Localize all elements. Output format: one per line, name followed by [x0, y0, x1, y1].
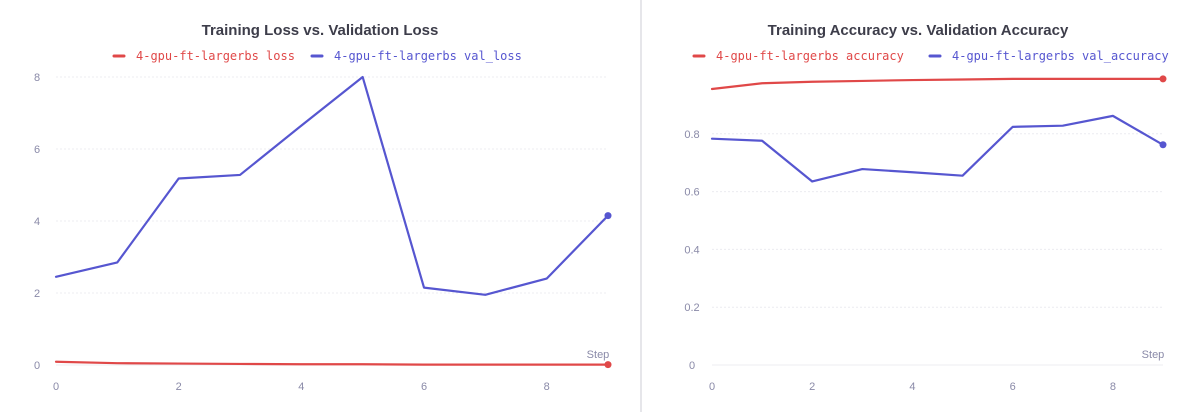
series-line	[54, 75, 610, 296]
loss-chart-panel: Training Loss vs. Validation Loss 4-gpu-…	[34, 22, 612, 393]
x-tick-label: 8	[1110, 381, 1116, 393]
legend-entry: 4-gpu-ft-largerbs loss	[136, 49, 295, 63]
y-tick-label: 0.8	[684, 129, 699, 141]
y-tick-label: 8	[34, 72, 40, 84]
x-tick-label: 0	[53, 381, 59, 393]
x-tick-label: 4	[909, 381, 915, 393]
series-end-point	[604, 212, 612, 220]
loss-chart: 4-gpu-ft-largerbs loss 4-gpu-ft-largerbs …	[34, 49, 612, 393]
x-tick-label: 0	[709, 381, 715, 393]
panel-divider	[640, 0, 642, 412]
y-tick-label: 0.2	[684, 302, 699, 314]
y-tick-label: 0	[689, 360, 695, 372]
series-end-point	[1159, 141, 1167, 149]
accuracy-chart-panel: Training Accuracy vs. Validation Accurac…	[644, 0, 1192, 412]
legend-entry: 4-gpu-ft-largerbs val_accuracy	[952, 49, 1169, 63]
x-tick-label: 6	[1010, 381, 1016, 393]
chart-title: Training Accuracy vs. Validation Accurac…	[767, 22, 1069, 39]
x-tick-label: 2	[809, 381, 815, 393]
x-axis-label: Step	[587, 349, 610, 361]
series-end-point	[604, 361, 612, 369]
accuracy-chart: 4-gpu-ft-largerbs accuracy 4-gpu-ft-large…	[684, 49, 1169, 393]
legend-entry: 4-gpu-ft-largerbs accuracy	[716, 49, 904, 63]
series-line	[54, 360, 610, 366]
y-tick-label: 4	[34, 216, 40, 228]
y-tick-label: 2	[34, 288, 40, 300]
series-end-point	[1159, 75, 1167, 83]
series-line	[710, 77, 1165, 91]
y-tick-label: 0	[34, 360, 40, 372]
x-tick-label: 2	[176, 381, 182, 393]
y-tick-label: 0.4	[684, 244, 699, 256]
x-axis-label: Step	[1142, 349, 1165, 361]
x-tick-label: 8	[544, 381, 550, 393]
y-tick-label: 0.6	[684, 187, 699, 199]
x-tick-label: 4	[298, 381, 304, 393]
y-tick-label: 6	[34, 144, 40, 156]
chart-title: Training Loss vs. Validation Loss	[201, 22, 439, 39]
series-line	[710, 114, 1165, 183]
x-tick-label: 6	[421, 381, 427, 393]
legend-entry: 4-gpu-ft-largerbs val_loss	[334, 49, 522, 63]
